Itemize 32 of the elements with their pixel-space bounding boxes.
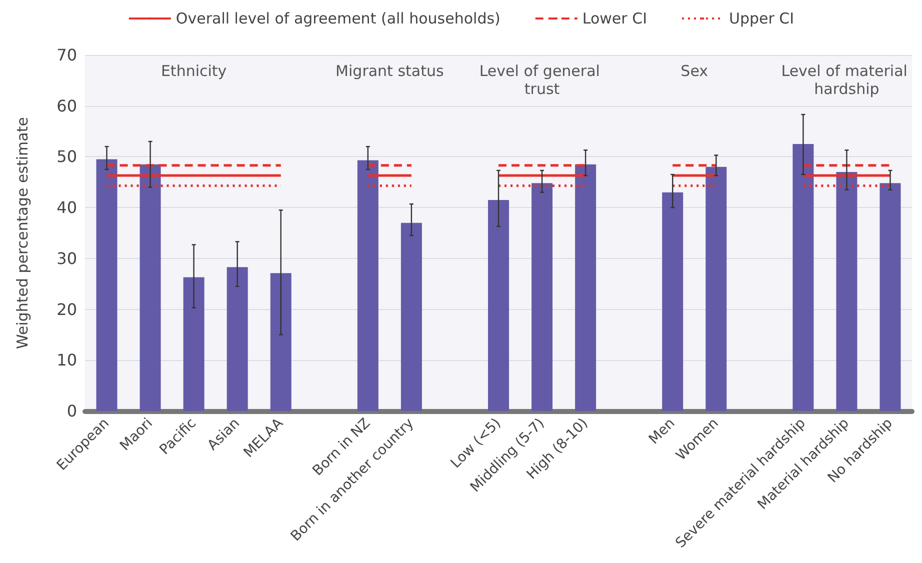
annotation: Level of general trust [479, 62, 605, 98]
y-tick-label: 70 [56, 46, 77, 64]
y-tick-label: 50 [56, 147, 77, 166]
annotation: Level of material hardship [781, 62, 912, 98]
legend-label: Overall level of agreement (all households) [176, 10, 500, 28]
bar [488, 200, 509, 411]
bar [140, 164, 161, 411]
y-tick-label: 0 [66, 402, 77, 420]
bar [880, 183, 901, 411]
bar [400, 222, 422, 411]
bar [270, 273, 292, 411]
bar [226, 267, 248, 411]
y-tick-label: 60 [56, 96, 77, 116]
annotation: Ethnicity [160, 62, 227, 80]
bar [662, 192, 684, 411]
y-tick-label: 30 [56, 248, 77, 268]
annotation: Sex [680, 62, 708, 80]
y-tick-label: 40 [56, 198, 77, 218]
y-axis-title: Weighted percentage estimate [14, 117, 32, 349]
annotation: Migrant status [336, 62, 444, 80]
bar [357, 160, 378, 411]
bar [792, 144, 814, 411]
bar [96, 159, 118, 411]
bar [575, 164, 596, 411]
legend-label: Lower CI [582, 10, 647, 28]
y-tick-label: 20 [56, 300, 77, 319]
y-tick-label: 10 [56, 350, 77, 370]
legend-label: Upper CI [728, 10, 794, 28]
bar [532, 183, 553, 411]
bar [183, 277, 204, 411]
bar [836, 172, 858, 411]
bar [706, 166, 727, 411]
